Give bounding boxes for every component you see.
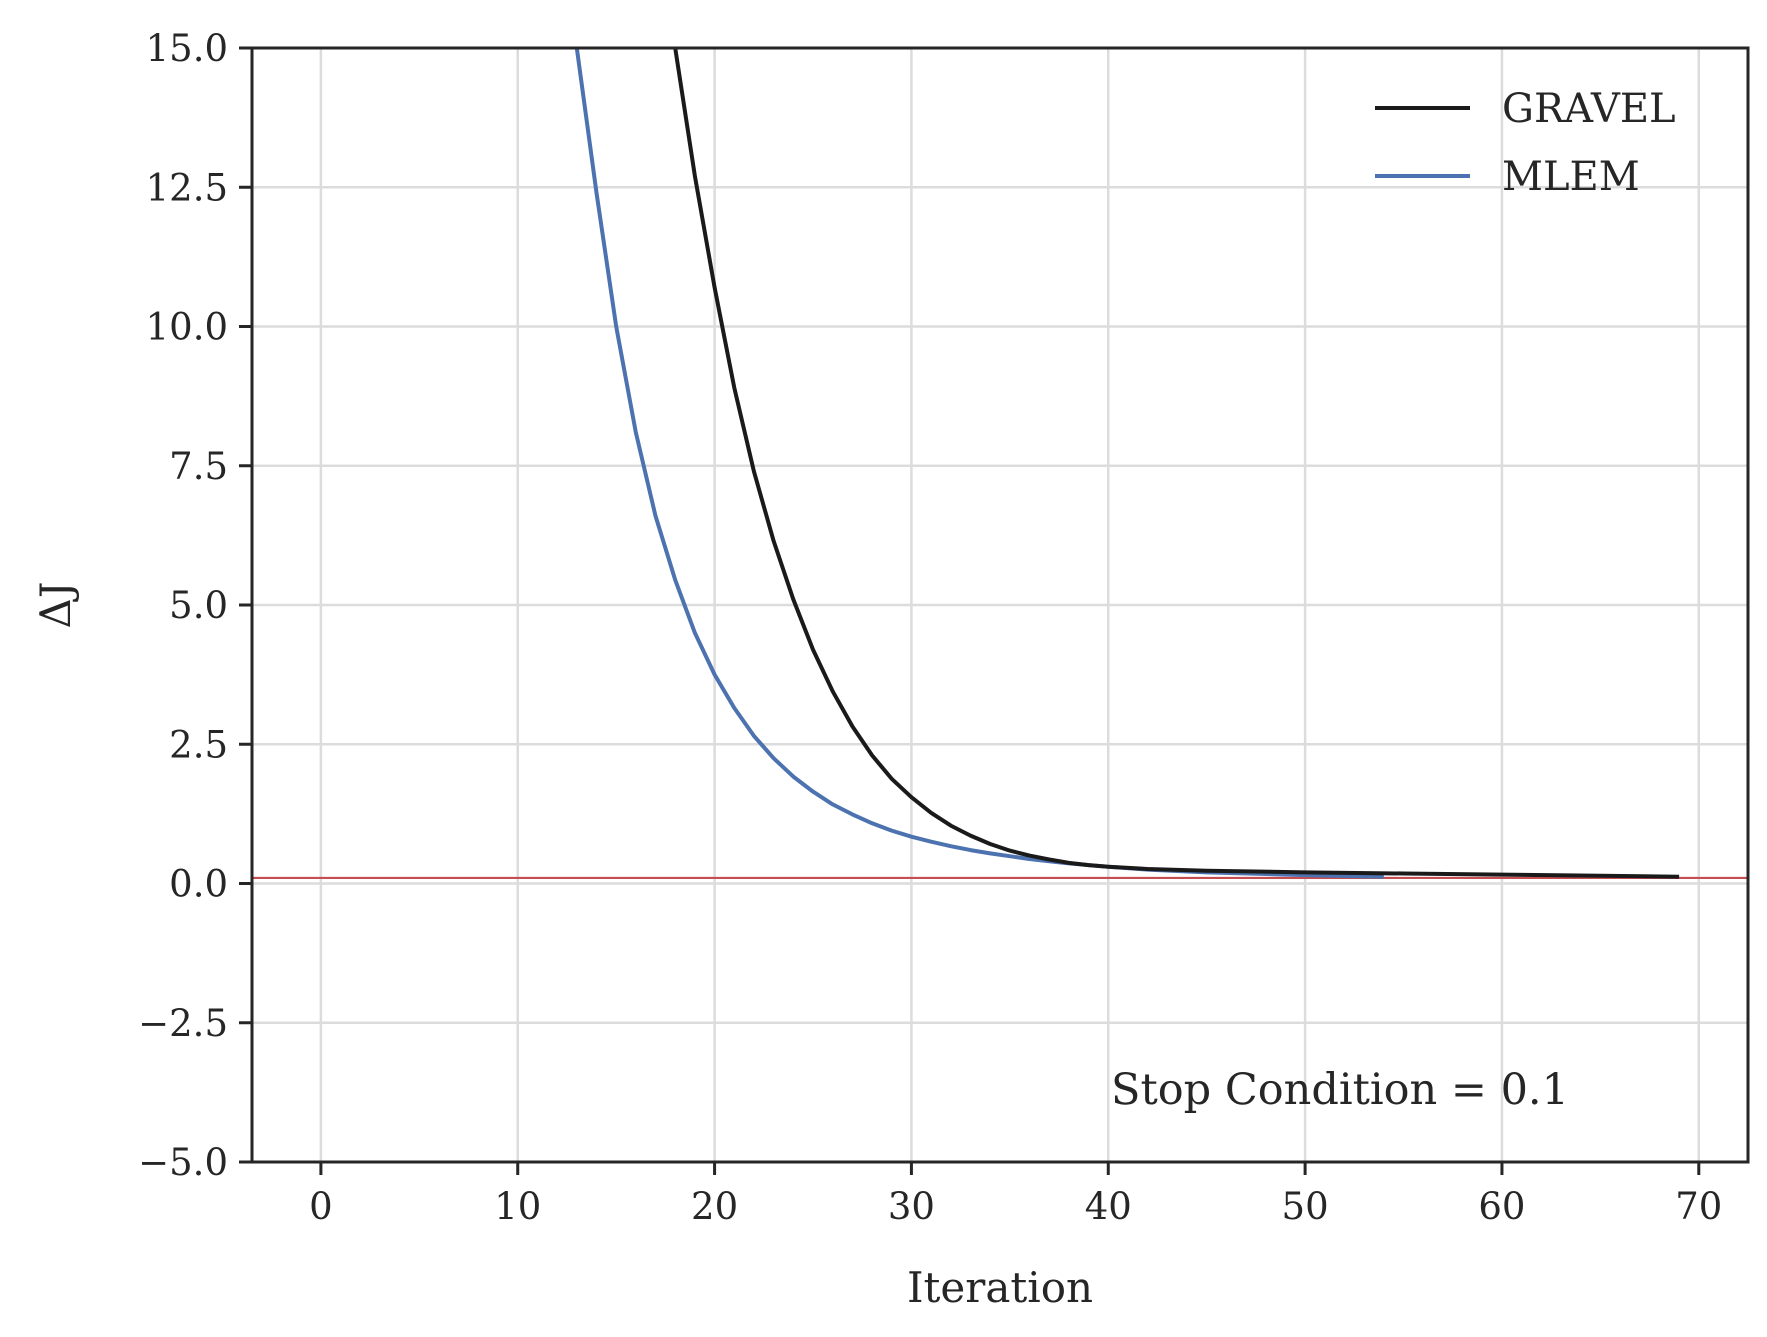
x-tick-label: 30 — [888, 1185, 935, 1228]
y-axis-label: ΔJ — [31, 581, 80, 628]
series-layer — [574, 48, 1680, 879]
x-axis-label: Iteration — [907, 1263, 1093, 1312]
y-tick-label: −5.0 — [138, 1141, 228, 1184]
y-axis: −5.0 −2.5 0.0 2.5 5.0 7.5 10.0 12.5 15.0 — [138, 27, 252, 1184]
x-tick-label: 0 — [309, 1185, 333, 1228]
legend-label-mlem: MLEM — [1502, 154, 1640, 200]
legend-label-gravel: GRAVEL — [1502, 86, 1676, 132]
series-line-gravel — [673, 48, 1680, 879]
y-tick-label: 0.0 — [169, 863, 228, 906]
legend: GRAVEL MLEM — [1375, 86, 1676, 200]
x-tick-label: 20 — [691, 1185, 738, 1228]
x-tick-label: 60 — [1478, 1185, 1525, 1228]
x-tick-label: 40 — [1085, 1185, 1132, 1228]
y-tick-label: 7.5 — [169, 445, 228, 488]
y-tick-label: −2.5 — [138, 1002, 228, 1045]
x-axis: 0 10 20 30 40 50 60 70 — [309, 1162, 1722, 1228]
y-tick-label: 10.0 — [146, 306, 228, 349]
stop-condition-annotation: Stop Condition = 0.1 — [1111, 1065, 1569, 1115]
x-tick-label: 70 — [1675, 1185, 1722, 1228]
x-tick-label: 10 — [494, 1185, 541, 1228]
y-tick-label: 15.0 — [146, 27, 228, 70]
y-tick-label: 12.5 — [146, 166, 228, 209]
y-tick-label: 2.5 — [169, 723, 228, 766]
y-tick-label: 5.0 — [169, 584, 228, 627]
x-tick-label: 50 — [1282, 1185, 1329, 1228]
